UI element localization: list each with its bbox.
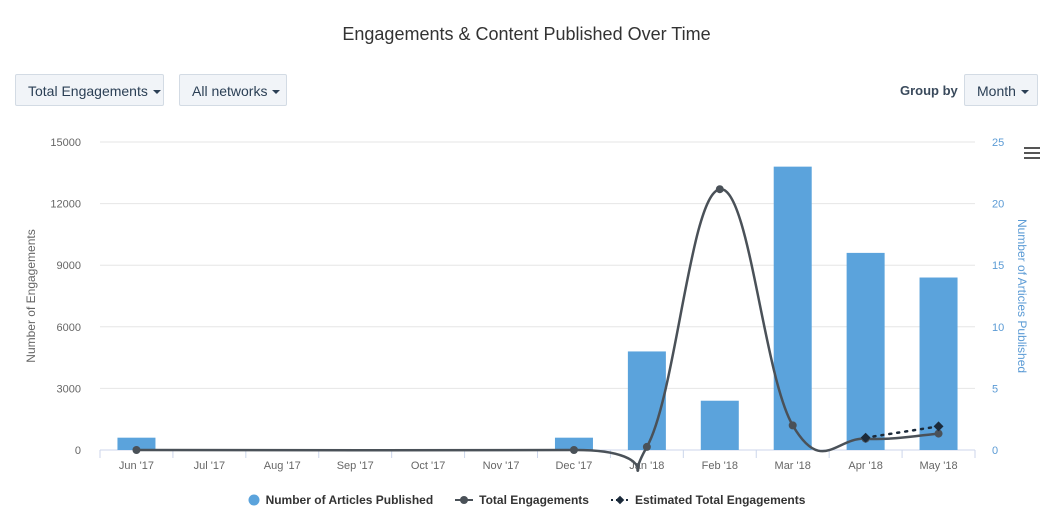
dotted-line-diamond-icon — [610, 495, 629, 505]
caret-down-icon — [272, 90, 281, 95]
legend-item-engagements[interactable]: Total Engagements — [455, 493, 589, 507]
y-tick-label-right: 0 — [992, 445, 998, 457]
group-by-dropdown[interactable]: Month — [964, 74, 1038, 106]
y-tick-label-right: 20 — [992, 199, 1004, 211]
legend-item-estimated[interactable]: Estimated Total Engagements — [610, 493, 806, 507]
bar-articles-published — [554, 437, 593, 450]
y-tick-label-right: 15 — [992, 260, 1004, 272]
caret-down-icon — [152, 90, 161, 95]
legend-label-engagements: Total Engagements — [479, 493, 589, 507]
x-tick-label: Jun '17 — [119, 460, 154, 472]
point-total-engagements — [715, 185, 724, 194]
x-tick-label: Nov '17 — [483, 460, 520, 472]
legend-item-articles[interactable]: Number of Articles Published — [248, 493, 434, 507]
y-tick-label-left: 15000 — [50, 137, 81, 149]
y-tick-label-left: 9000 — [57, 260, 81, 272]
bar-articles-published — [627, 351, 666, 450]
point-estimated-engagements — [860, 432, 871, 443]
x-tick-label: Mar '18 — [775, 460, 811, 472]
legend-label-articles: Number of Articles Published — [265, 493, 434, 507]
point-total-engagements — [132, 446, 141, 454]
bar-articles-published — [773, 166, 812, 450]
caret-down-icon — [1020, 90, 1029, 95]
point-total-engagements — [642, 442, 651, 451]
networks-dropdown-label: All networks — [192, 83, 268, 99]
point-total-engagements — [788, 421, 797, 430]
y-axis-title-right: Number of Articles Published — [1015, 219, 1029, 373]
chart-plot: 0 3000 6000 9000 12000 15000 0 5 10 15 20 25 Number … — [24, 137, 1029, 472]
y-tick-label-left: 6000 — [57, 322, 81, 334]
y-tick-label-left: 3000 — [57, 383, 81, 395]
x-tick-label: Dec '17 — [555, 460, 592, 472]
bar-articles-published — [117, 437, 156, 450]
x-tick-label: Feb '18 — [702, 460, 738, 472]
y-tick-label-left: 0 — [75, 445, 81, 457]
y-tick-label-right: 10 — [992, 322, 1004, 334]
point-total-engagements — [934, 429, 943, 438]
chart-legend: Number of Articles Published Total Engag… — [0, 493, 1041, 507]
y-tick-label-right: 5 — [992, 383, 998, 395]
chart-title: Engagements & Content Published Over Tim… — [342, 24, 711, 44]
line-marker-icon — [455, 496, 474, 504]
bar-articles-published — [919, 277, 958, 450]
group-by-dropdown-label: Month — [977, 83, 1016, 99]
bar-articles-published — [846, 252, 885, 450]
line-total-engagements — [136, 187, 939, 472]
x-tick-label: May '18 — [919, 460, 957, 472]
bar-articles-published — [700, 400, 739, 450]
y-tick-label-left: 12000 — [50, 199, 81, 211]
legend-label-estimated: Estimated Total Engagements — [634, 493, 806, 507]
metric-dropdown-label: Total Engagements — [28, 83, 148, 99]
x-tick-label: Apr '18 — [848, 460, 883, 472]
x-tick-label: Jul '17 — [194, 460, 225, 472]
group-by-label: Group by — [900, 83, 958, 98]
x-tick-label: Oct '17 — [411, 460, 446, 472]
networks-dropdown[interactable]: All networks — [179, 74, 287, 106]
chart-menu-icon[interactable] — [1024, 147, 1040, 161]
point-total-engagements — [569, 446, 578, 454]
circle-icon — [248, 494, 260, 506]
metric-dropdown[interactable]: Total Engagements — [15, 74, 164, 106]
point-estimated-engagements — [933, 421, 944, 432]
x-tick-label: Aug '17 — [264, 460, 301, 472]
y-tick-label-right: 25 — [992, 137, 1004, 149]
y-axis-title-left: Number of Engagements — [24, 229, 38, 362]
x-tick-label: Sep '17 — [337, 460, 374, 472]
